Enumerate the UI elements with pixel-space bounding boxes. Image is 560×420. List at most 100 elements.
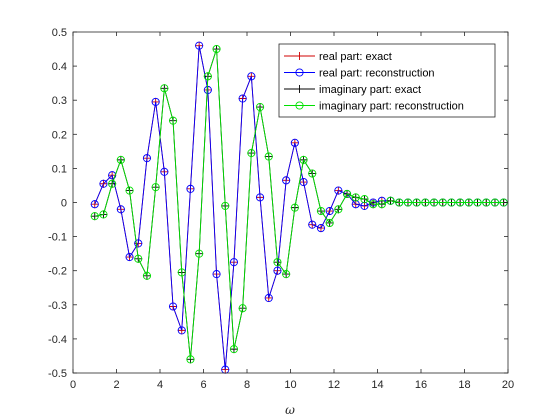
data-point [464, 198, 473, 207]
data-point [395, 198, 404, 207]
data-point [108, 171, 117, 180]
series-layer [90, 41, 508, 374]
data-point [168, 116, 178, 125]
data-point [421, 198, 430, 207]
data-point [308, 169, 317, 178]
data-point [212, 270, 221, 279]
legend-label: real part: reconstruction [319, 68, 435, 80]
x-tick-label: 14 [371, 379, 383, 391]
data-point [247, 149, 256, 158]
legend-marker [295, 68, 304, 77]
data-point [125, 186, 134, 195]
data-point [438, 198, 447, 207]
legend-marker [295, 101, 304, 110]
x-tick-label: 0 [70, 379, 76, 391]
x-tick-label: 16 [415, 379, 427, 391]
legend-entry: imaginary part: reconstruction [284, 101, 464, 113]
x-tick-label: 20 [502, 379, 514, 391]
data-point [255, 193, 265, 202]
y-tick-label: -0.4 [48, 334, 67, 346]
data-point [412, 198, 421, 207]
data-point [273, 266, 282, 275]
data-point [160, 167, 169, 176]
data-point [290, 138, 299, 147]
legend-marker [295, 85, 304, 93]
y-tick-label: -0.3 [48, 300, 67, 312]
x-tick-label: 12 [328, 379, 340, 391]
x-tick-label: 2 [113, 379, 119, 391]
data-point [151, 183, 160, 192]
y-tick-label: 0.3 [52, 95, 67, 107]
data-point [177, 268, 186, 277]
data-point [334, 205, 343, 214]
data-point [264, 152, 273, 161]
data-point [195, 249, 204, 258]
data-point [316, 224, 326, 233]
data-point [334, 186, 343, 195]
legend-label: imaginary part: exact [319, 84, 421, 96]
y-tick-label: 0.2 [52, 129, 67, 141]
data-point [482, 198, 491, 207]
data-point [221, 201, 230, 210]
data-point [134, 254, 143, 263]
data-point [351, 193, 360, 202]
legend-entry: imaginary part: exact [284, 84, 421, 96]
y-tick-label: -0.2 [48, 266, 67, 278]
data-point [168, 302, 178, 311]
data-point [116, 205, 125, 214]
data-point [203, 72, 212, 81]
data-point [99, 179, 108, 188]
data-point [290, 203, 299, 212]
data-point [142, 154, 151, 163]
data-point [229, 258, 238, 267]
data-point [273, 258, 282, 267]
data-point [316, 206, 326, 216]
legend: real part: exact real part: reconstructio… [278, 43, 496, 118]
data-point [299, 155, 308, 164]
data-point [325, 206, 334, 216]
data-point [238, 94, 247, 103]
y-tick-label: 0.4 [52, 61, 67, 73]
legend-label: real part: exact [319, 51, 392, 63]
data-point [203, 85, 212, 95]
data-point [282, 270, 291, 279]
x-tick-label: 10 [284, 379, 296, 391]
legend-label: imaginary part: reconstruction [319, 101, 464, 113]
series-line [94, 48, 504, 360]
data-point [429, 198, 439, 207]
data-point [264, 293, 273, 303]
data-point [473, 198, 482, 207]
y-tick-label: 0 [61, 198, 67, 210]
x-tick-label: 6 [200, 379, 206, 391]
axes-layer: 0 2 4 6 8 10 12 14 16 18 20 -0.5 -0.4 -0.3 -0.2 -0.1 0 0.… [48, 27, 514, 391]
data-point [90, 200, 99, 209]
data-point [247, 72, 256, 81]
data-point [447, 198, 456, 207]
y-tick-label: -0.1 [48, 232, 67, 244]
data-point [403, 198, 413, 207]
data-point [377, 200, 386, 209]
data-point [108, 179, 117, 188]
x-axis-label: ω [285, 403, 295, 417]
data-point [386, 196, 395, 205]
data-point [151, 97, 160, 106]
x-tick-label: 18 [458, 379, 470, 391]
legend-entry: real part: exact [284, 51, 392, 63]
data-point [238, 304, 247, 313]
data-point [490, 198, 500, 207]
data-point [195, 41, 204, 50]
legend-marker [295, 52, 304, 60]
data-point [125, 253, 134, 262]
data-point [255, 102, 265, 112]
data-point [99, 210, 108, 219]
y-tick-label: 0.1 [52, 163, 67, 175]
data-point [360, 195, 369, 204]
data-point [177, 326, 186, 335]
data-point [369, 200, 378, 209]
y-tick-label: 0.5 [52, 27, 67, 39]
series-3 [90, 45, 508, 364]
data-point [160, 84, 169, 93]
data-point [186, 355, 195, 364]
data-point [212, 45, 221, 54]
